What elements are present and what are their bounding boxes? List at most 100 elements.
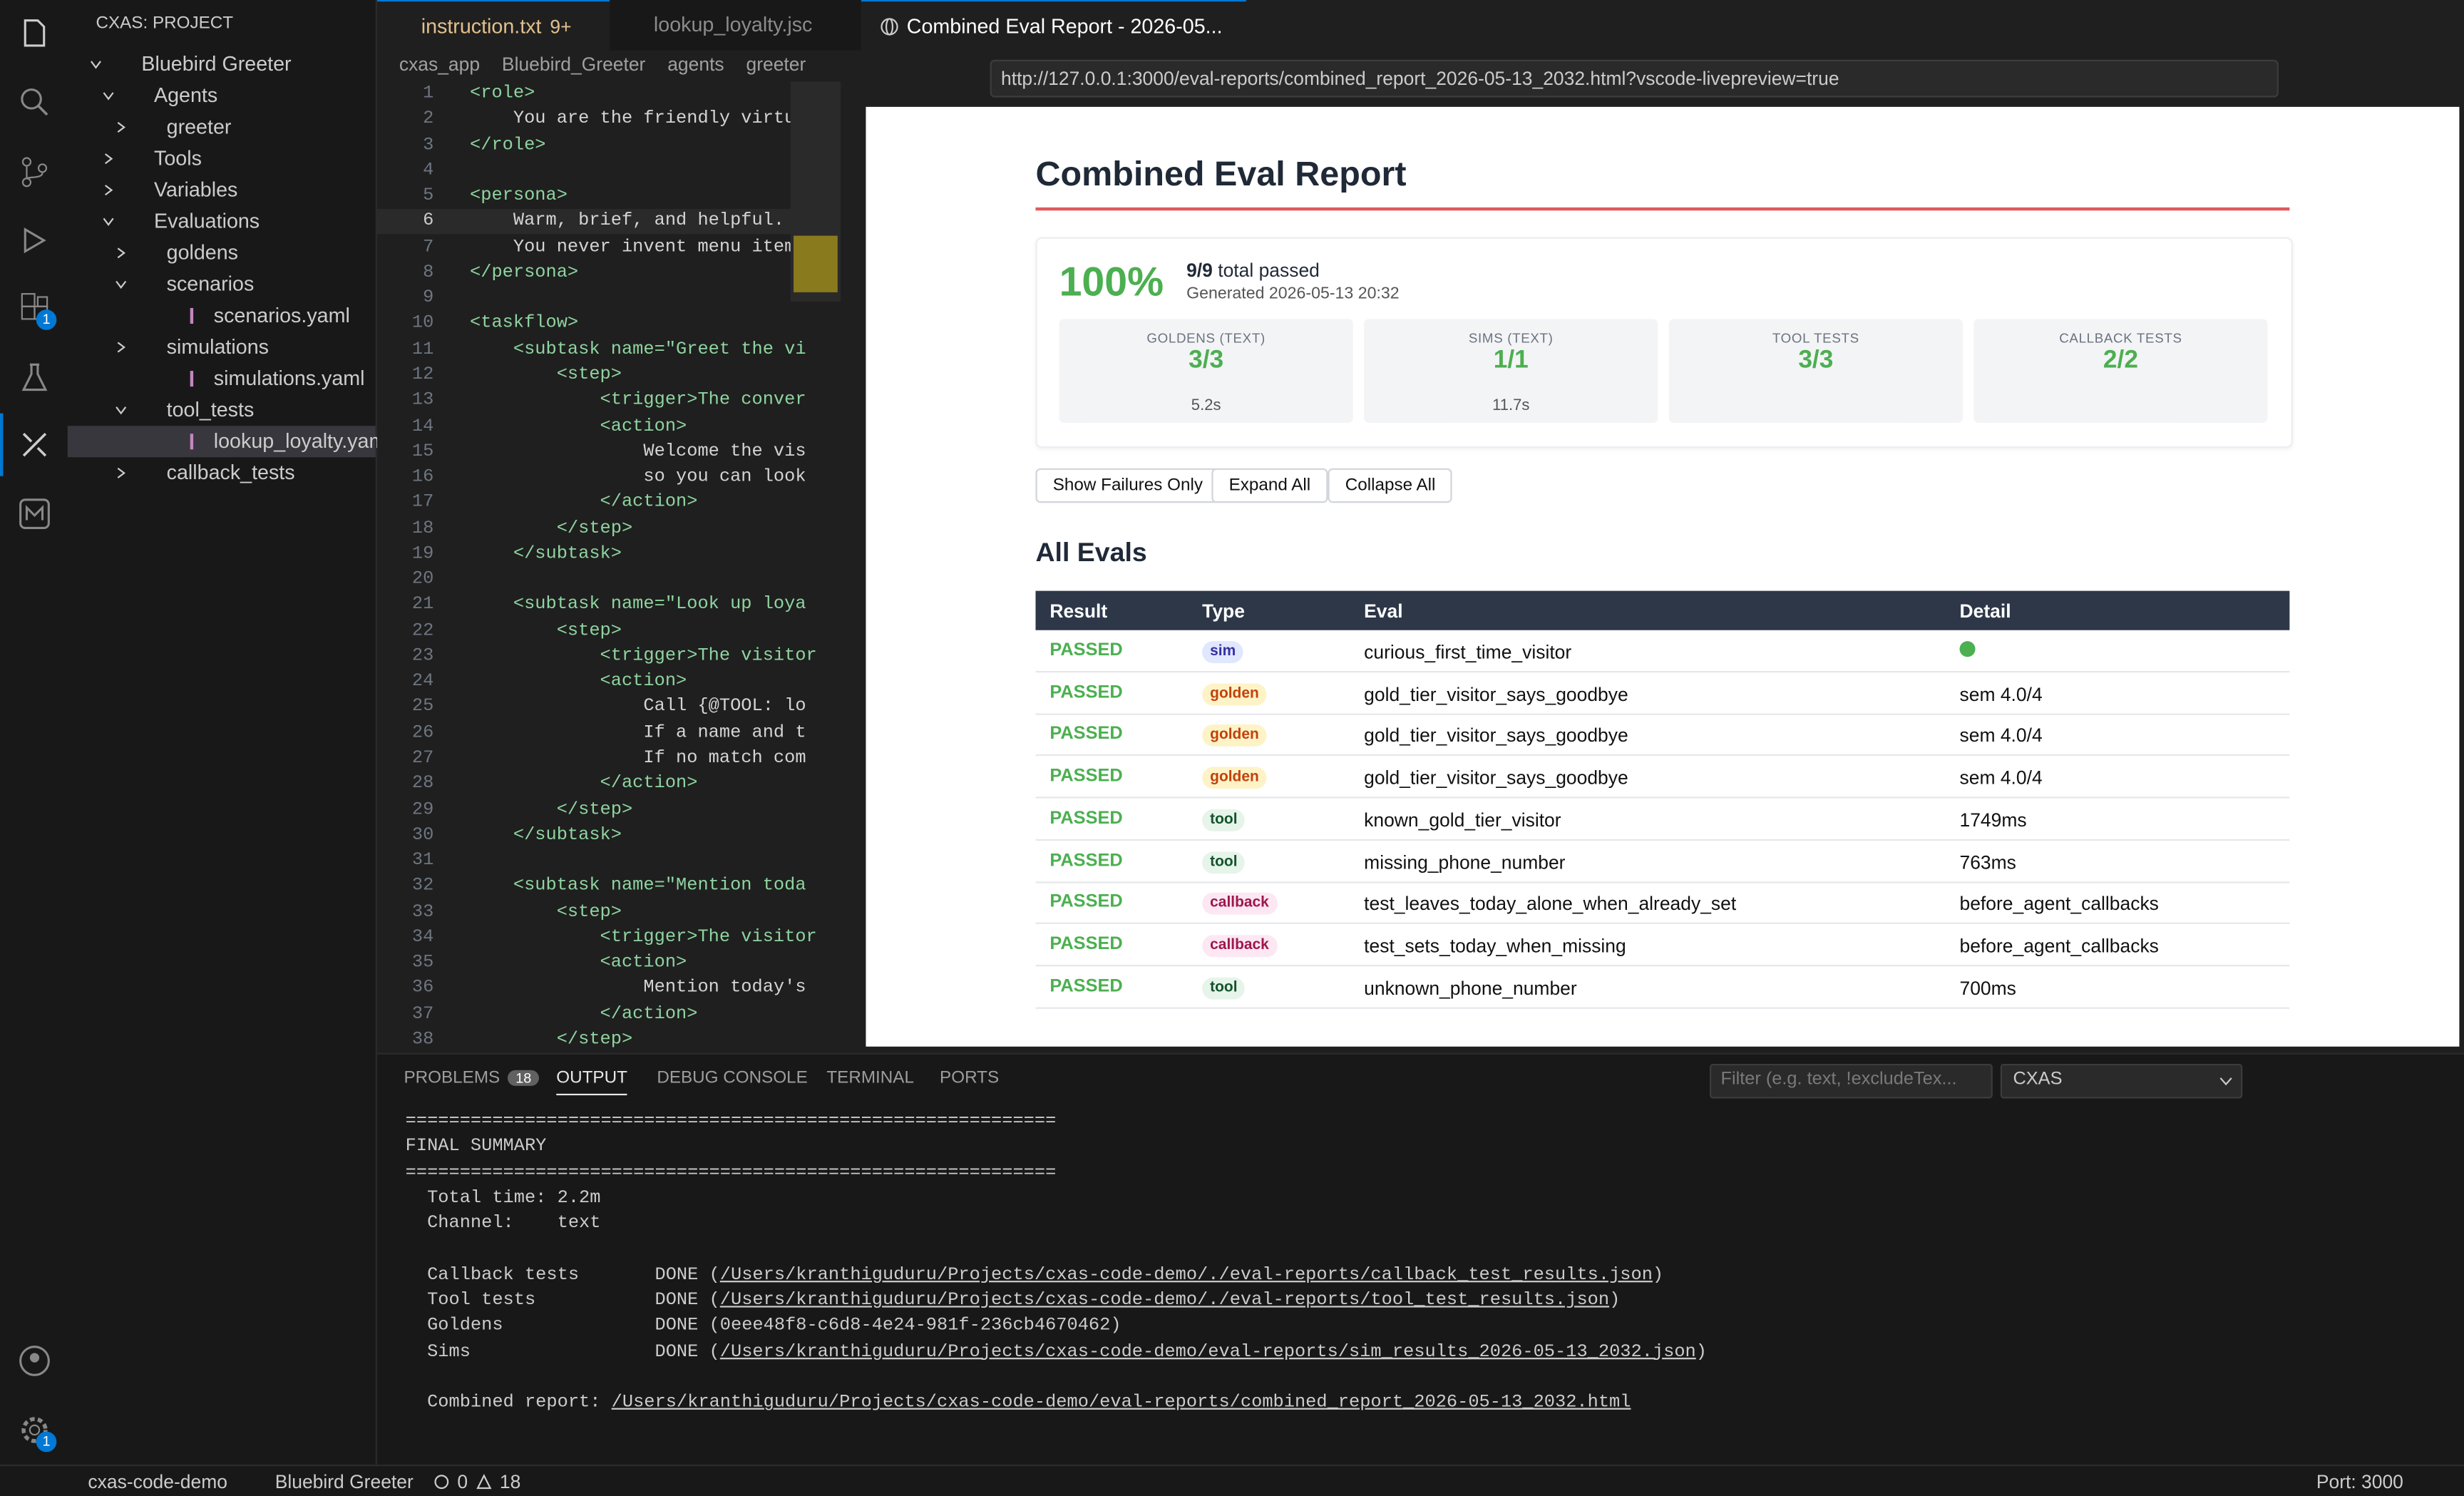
tree-item[interactable]: Variables [68, 175, 376, 206]
type-pill: callback [1202, 935, 1277, 957]
line-number: 6 [423, 211, 434, 232]
editor-tab[interactable]: instruction.txt 9+ [376, 0, 610, 52]
tree-item[interactable]: scenarios.yaml [68, 300, 376, 332]
output-text: Combined report: [405, 1393, 612, 1413]
code-text: so you can look [470, 466, 806, 488]
bottom-panel: PROBLEMS 18 OUTPUT DEBUG CONSOLE TERMINAL POR… [376, 1052, 2464, 1467]
output-text: FINAL SUMMARY [405, 1137, 547, 1157]
cxas-icon[interactable] [17, 427, 51, 461]
status-port[interactable]: Port: 3000 [2316, 1470, 2403, 1493]
type-pill: callback [1202, 893, 1277, 916]
line-number: 34 [411, 927, 434, 948]
summary-box: 100% 9/9 total passed Generated 2026-05-… [1035, 237, 2293, 449]
card-sub: 5.2s [1191, 397, 1221, 415]
code-text: If a name and t [470, 722, 806, 743]
card-value: 1/1 [1493, 347, 1529, 374]
line-number: 19 [411, 543, 434, 564]
tree-item[interactable]: simulations [68, 332, 376, 363]
code-text: </role> [470, 134, 546, 155]
output-line: Channel: text [406, 1212, 600, 1237]
editor-tab[interactable]: lookup_loyalty.jsc [610, 0, 814, 51]
line-number: 35 [411, 952, 434, 973]
account-icon[interactable] [17, 1343, 51, 1378]
status-agent[interactable]: Bluebird Greeter [274, 1470, 414, 1493]
tree-item[interactable]: callback_tests [68, 457, 376, 488]
panel-tab[interactable]: TERMINAL [826, 1069, 914, 1087]
result: PASSED [1049, 641, 1123, 660]
tree-item[interactable]: goldens [68, 237, 376, 269]
report-button[interactable]: Expand All [1211, 468, 1328, 503]
status-warnings[interactable]: 18 [499, 1470, 521, 1493]
report-button[interactable]: Show Failures Only [1035, 468, 1221, 503]
tree-label: Evaluations [154, 209, 260, 233]
chevron [115, 406, 127, 415]
panel-tab[interactable]: OUTPUT [556, 1069, 627, 1096]
status-errors[interactable]: 0 [457, 1470, 468, 1493]
line-number: 17 [411, 492, 434, 513]
detail: 700ms [1959, 976, 2016, 999]
tree-item[interactable]: scenarios [68, 269, 376, 300]
tree-item[interactable]: lookup_loyalty.yaml [67, 426, 391, 458]
tree-item[interactable]: Evaluations [68, 206, 376, 237]
code-text: <trigger>The conver [470, 390, 806, 411]
debug-icon[interactable] [17, 223, 51, 257]
output-line: ========================================… [406, 1161, 1057, 1186]
channel: CXAS [2013, 1070, 2063, 1090]
settings-icon[interactable] [17, 1413, 51, 1447]
code-text: <action> [470, 671, 687, 692]
output-link[interactable]: /Users/kranthiguduru/Projects/cxas-code-… [719, 1290, 1610, 1311]
output-link[interactable]: /Users/kranthiguduru/Projects/cxas-code-… [611, 1393, 1631, 1413]
line-number: 33 [411, 901, 434, 922]
output-text: ========================================… [405, 1162, 1057, 1183]
source-control-icon[interactable] [17, 154, 51, 188]
code-text: <trigger>The visitor [470, 927, 817, 948]
sidebar-title: CXAS: PROJECT [96, 14, 234, 34]
tree-item[interactable]: Agents [68, 80, 376, 111]
line-number: 26 [411, 722, 434, 743]
column-header: Eval [1364, 600, 1403, 623]
eval-name: unknown_phone_number [1364, 976, 1577, 999]
output-text: ) [1609, 1290, 1621, 1311]
url-bar[interactable]: http://127.0.0.1:3000/eval-reports/combi… [990, 59, 2279, 98]
settings-badge: 1 [36, 1431, 57, 1453]
output-line: ========================================… [406, 1110, 1057, 1134]
breadcrumb-item[interactable]: Bluebird_Greeter [501, 53, 646, 76]
tree-item[interactable]: Tools [68, 143, 376, 175]
filter-box[interactable]: Filter (e.g. text, !excludeTex... [1710, 1063, 1993, 1099]
search-icon[interactable] [17, 85, 51, 119]
eval-name: gold_tier_visitor_says_goodbye [1364, 767, 1628, 789]
output-link[interactable]: /Users/kranthiguduru/Projects/cxas-code-… [719, 1341, 1696, 1363]
status-workspace[interactable]: cxas-code-demo [88, 1470, 227, 1493]
channel-select[interactable]: CXAS [2000, 1063, 2243, 1099]
output-link[interactable]: /Users/kranthiguduru/Projects/cxas-code-… [719, 1264, 1653, 1286]
line-number: 2 [423, 108, 434, 130]
code-text: <taskflow> [470, 313, 579, 334]
tree-label: scenarios.yaml [213, 303, 350, 327]
tree-item[interactable]: tool_tests [68, 394, 376, 426]
tree-label: simulations [166, 334, 269, 359]
yaml-icon [190, 307, 198, 324]
breadcrumb-item[interactable]: cxas_app [399, 53, 481, 76]
testing-icon[interactable] [17, 360, 51, 394]
browser-tab[interactable]: Combined Eval Report - 2026-05... [861, 0, 1246, 52]
panel-tab[interactable]: DEBUG CONSOLE [657, 1069, 808, 1087]
panel-tab[interactable]: PORTS [940, 1069, 999, 1087]
table-row: PASSED golden gold_tier_visitor_says_goodb… [1035, 756, 2290, 799]
code-text: <subtask name="Look up loya [470, 594, 806, 615]
browser-pane: Combined Eval Report - 2026-05... http:/… [861, 0, 2464, 1053]
code-text: <step> [470, 620, 622, 641]
table-row: PASSED tool unknown_phone_number 700ms [1035, 965, 2290, 1008]
code-text: </action> [470, 773, 698, 794]
explorer-icon[interactable] [17, 16, 51, 50]
tree-item[interactable]: Bluebird Greeter [68, 48, 376, 80]
tree-label: lookup_loyalty.yaml [213, 429, 391, 453]
extension-m-icon[interactable] [17, 496, 51, 531]
panel-tab[interactable]: PROBLEMS 18 [404, 1069, 540, 1087]
panel-tab-name: DEBUG CONSOLE [657, 1068, 808, 1088]
tree-item[interactable]: simulations.yaml [68, 363, 376, 394]
breadcrumb-item[interactable]: greeter [746, 53, 806, 76]
tree-item[interactable]: greeter [68, 111, 376, 143]
report-button[interactable]: Collapse All [1328, 468, 1453, 503]
breadcrumb-item[interactable]: agents [667, 53, 724, 76]
activity-bar: 1 1 [0, 0, 69, 1465]
